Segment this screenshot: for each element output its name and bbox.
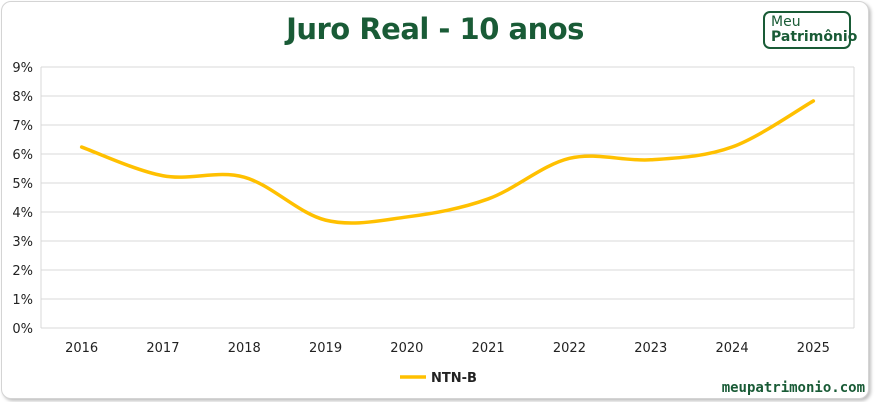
logo-line2: Patrimônio [771,29,858,45]
y-tick-label: 6% [12,148,33,163]
x-tick-label: 2022 [553,341,586,356]
y-tick-label: 7% [12,119,33,134]
y-tick-label: 4% [12,206,33,221]
y-tick-label: 0% [12,322,33,337]
y-tick-label: 3% [12,235,33,250]
x-tick-label: 2020 [390,341,423,356]
x-tick-label: 2018 [228,341,261,356]
chart-title: Juro Real - 10 anos [286,12,584,46]
x-tick-label: 2021 [472,341,505,356]
logo-line1: Meu [771,14,801,30]
site-url: meupatrimonio.com [721,380,865,396]
x-tick-label: 2023 [634,341,667,356]
y-tick-label: 1% [12,293,33,308]
y-tick-label: 5% [12,177,33,192]
x-tick-label: 2025 [797,341,830,356]
legend-label: NTN-B [431,371,477,386]
x-tick-label: 2016 [65,341,98,356]
y-tick-label: 9% [12,61,33,76]
x-tick-label: 2024 [716,341,749,356]
logo: Meu Patrimônio [763,11,858,49]
series-line-ntn-b [79,99,816,225]
x-tick-label: 2019 [309,341,342,356]
y-tick-label: 2% [12,264,33,279]
y-tick-label: 8% [12,90,33,105]
x-tick-label: 2017 [146,341,179,356]
